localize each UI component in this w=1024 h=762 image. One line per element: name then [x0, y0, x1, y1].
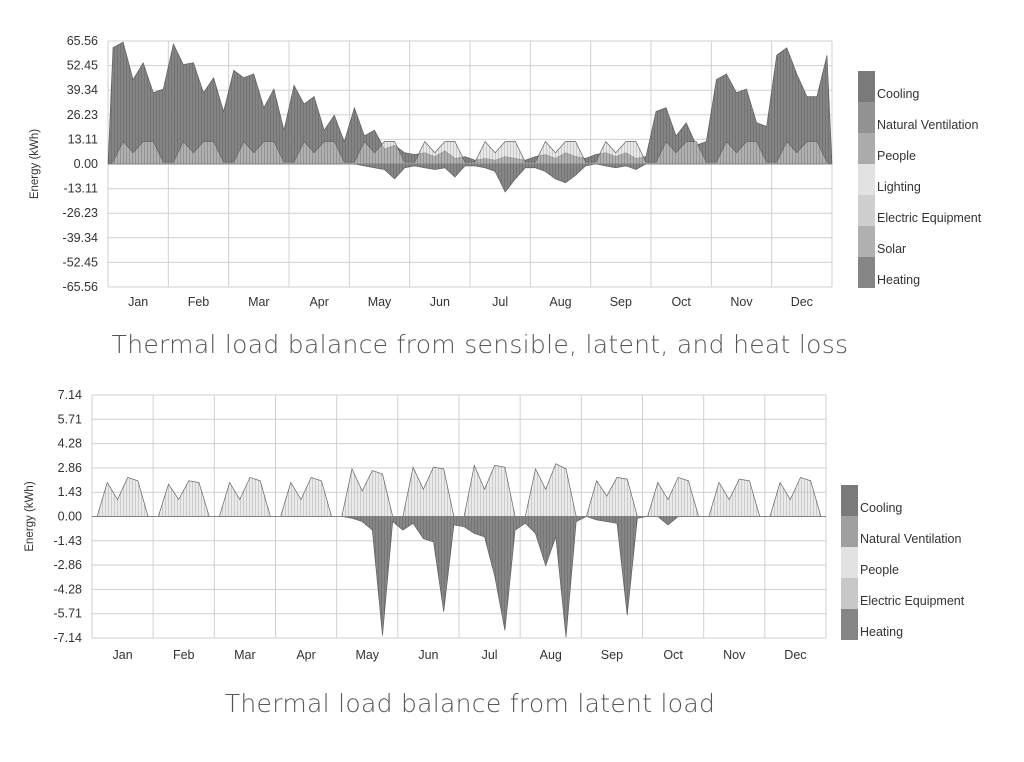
legend-label: Cooling [877, 87, 919, 101]
x-tick-label: Sep [601, 648, 623, 662]
y-tick-label: 0.00 [58, 510, 82, 524]
legend-swatch-heating [841, 609, 858, 640]
y-tick-label: 4.28 [58, 437, 82, 451]
y-tick-label: 5.71 [58, 412, 82, 426]
x-tick-label: Mar [248, 295, 270, 309]
legend-label: Lighting [877, 180, 921, 194]
legend-swatch-natural-ventilation [841, 516, 858, 547]
x-tick-label: Oct [671, 295, 691, 309]
legend-swatch-electric-equipment [858, 195, 875, 226]
chart-title-top: Thermal load balance from sensible, late… [111, 330, 849, 359]
x-tick-label: Feb [173, 648, 195, 662]
x-tick-label: Jan [113, 648, 133, 662]
series-hatch [108, 141, 832, 164]
y-axis-label: Energy (kWh) [29, 129, 41, 199]
x-tick-label: Dec [791, 295, 813, 309]
legend-swatch-people [858, 133, 875, 164]
legend-label: People [860, 563, 899, 577]
legend-swatch-natural-ventilation [858, 102, 875, 133]
legend-label: Heating [860, 625, 903, 639]
legend-swatch-people [841, 547, 858, 578]
legend-swatch-solar [858, 226, 875, 257]
x-tick-label: May [368, 295, 392, 309]
y-tick-label: -5.71 [54, 607, 83, 621]
y-tick-label: -13.11 [63, 182, 98, 196]
x-tick-label: Nov [730, 295, 753, 309]
y-tick-label: -4.28 [54, 582, 83, 596]
legend-label: Natural Ventilation [877, 118, 979, 132]
y-tick-label: 52.45 [67, 59, 98, 73]
x-tick-label: Jul [492, 295, 508, 309]
x-tick-label: Jul [482, 648, 498, 662]
y-axis-label: Energy (kWh) [24, 481, 36, 551]
chart-title-bottom: Thermal load balance from latent load [224, 689, 716, 718]
legend-label: Electric Equipment [860, 594, 965, 608]
x-tick-label: Aug [540, 648, 562, 662]
legend-label: Cooling [860, 501, 902, 515]
y-tick-label: -52.45 [63, 255, 98, 269]
x-tick-label: Jun [430, 295, 450, 309]
series-hatch [108, 42, 832, 164]
x-tick-label: Feb [188, 295, 210, 309]
y-tick-label: 7.14 [58, 388, 82, 402]
x-tick-label: Apr [296, 648, 315, 662]
y-tick-label: -1.43 [54, 534, 83, 548]
y-tick-label: 26.23 [67, 108, 98, 122]
x-tick-label: Jan [128, 295, 148, 309]
chart-latent-load: 7.14 5.71 4.28 2.86 1.43 0.00 -1.43 -2.86 -4.28 -… [24, 388, 965, 662]
x-tick-label: Sep [610, 295, 632, 309]
y-tick-label: 65.56 [67, 34, 98, 48]
legend-label: People [877, 149, 916, 163]
legend-swatch-lighting [858, 164, 875, 195]
legend-swatch-electric-equipment [841, 578, 858, 609]
y-tick-label: 2.86 [58, 461, 82, 475]
legend-label: Natural Ventilation [860, 532, 962, 546]
y-tick-label: 1.43 [58, 485, 82, 499]
y-tick-label: 13.11 [68, 132, 98, 146]
legend-swatch-cooling [841, 485, 858, 516]
y-tick-label: -39.34 [63, 231, 98, 245]
series-hatch [92, 463, 826, 517]
x-tick-label: Mar [234, 648, 256, 662]
y-tick-label: -26.23 [63, 206, 98, 220]
legend-label: Solar [877, 242, 906, 256]
legend-swatch-cooling [858, 71, 875, 102]
y-tick-label: -65.56 [63, 280, 98, 294]
y-tick-label: 39.34 [67, 83, 98, 97]
x-tick-label: Aug [549, 295, 571, 309]
y-tick-label: -7.14 [54, 631, 83, 645]
x-tick-label: Jun [418, 648, 438, 662]
x-tick-label: Nov [723, 648, 746, 662]
y-tick-label: -2.86 [54, 558, 83, 572]
y-tick-label: 0.00 [74, 157, 98, 171]
legend-label: Electric Equipment [877, 211, 982, 225]
chart-sensible-latent-heatloss: 65.56 52.45 39.34 26.23 13.11 0.00 -13.11 -26.2… [29, 34, 982, 309]
legend-label: Heating [877, 273, 920, 287]
x-tick-label: May [355, 648, 379, 662]
x-tick-label: Dec [784, 648, 806, 662]
x-tick-label: Oct [663, 648, 683, 662]
x-tick-label: Apr [309, 295, 328, 309]
legend-swatch-heating [858, 257, 875, 288]
